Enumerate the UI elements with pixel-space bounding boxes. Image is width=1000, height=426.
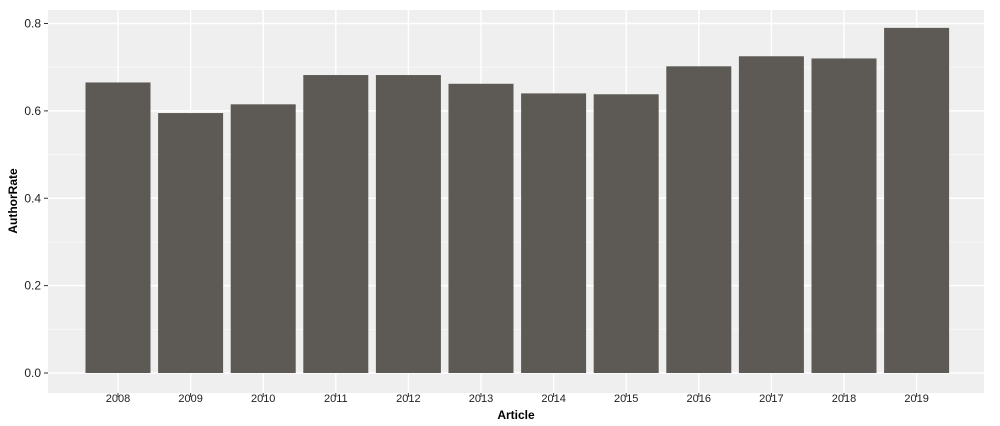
x-tick-label: 2009 bbox=[178, 393, 202, 405]
bar bbox=[811, 58, 877, 373]
y-axis: 0.0 0.2 0.4 0.6 0.8 bbox=[24, 17, 48, 380]
x-tick-label: 2013 bbox=[469, 393, 493, 405]
x-axis: 2008 2009 2010 2011 2012 2013 2014 2015 2016 2017… bbox=[106, 393, 929, 405]
bar bbox=[448, 83, 514, 373]
bar bbox=[884, 27, 950, 374]
bar bbox=[375, 75, 441, 374]
bar bbox=[738, 56, 804, 373]
y-tick-label: 0.8 bbox=[24, 17, 41, 31]
x-tick-label: 2016 bbox=[687, 393, 711, 405]
bars bbox=[85, 27, 950, 374]
y-tick-label: 0.0 bbox=[24, 366, 41, 380]
x-tick-label: 2010 bbox=[251, 393, 275, 405]
bar bbox=[303, 75, 369, 374]
x-axis-title: Article bbox=[497, 408, 535, 422]
y-axis-title: AuthorRate bbox=[6, 168, 20, 234]
bar bbox=[230, 104, 296, 374]
bar bbox=[85, 82, 151, 374]
bar bbox=[158, 113, 224, 373]
bar bbox=[666, 66, 732, 373]
x-tick-label: 2011 bbox=[324, 393, 348, 405]
x-tick-label: 2014 bbox=[541, 393, 565, 405]
bar bbox=[593, 94, 659, 374]
x-tick-label: 2019 bbox=[904, 393, 928, 405]
x-tick-label: 2018 bbox=[832, 393, 856, 405]
x-tick-label: 2015 bbox=[614, 393, 638, 405]
x-tick-label: 2008 bbox=[106, 393, 130, 405]
y-tick-label: 0.2 bbox=[24, 279, 41, 293]
x-tick-label: 2017 bbox=[759, 393, 783, 405]
y-tick-label: 0.4 bbox=[24, 191, 41, 205]
x-tick-label: 2012 bbox=[396, 393, 420, 405]
bar bbox=[521, 93, 587, 374]
y-tick-label: 0.6 bbox=[24, 104, 41, 118]
